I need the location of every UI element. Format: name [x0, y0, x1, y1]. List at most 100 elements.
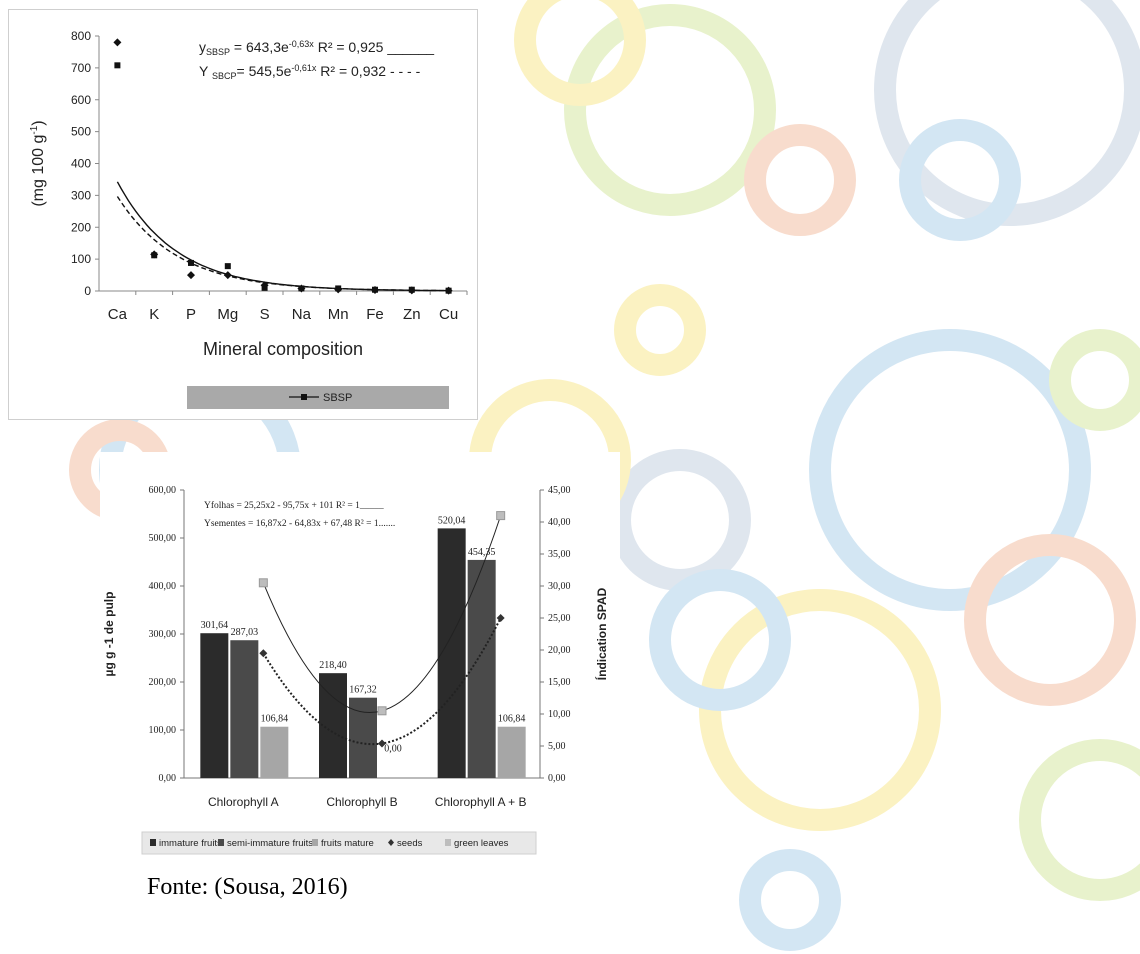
chart1-y-tick-label: 100 — [71, 252, 91, 266]
chart2-point-seeds — [259, 649, 268, 658]
chart1-y-tick-label: 400 — [71, 157, 91, 171]
chart1-trendline-dashed — [116, 196, 449, 292]
chart2-right-tick-label: 40,00 — [548, 517, 571, 528]
chart2-legend-swatch — [445, 839, 451, 846]
chart2-left-tick-label: 100,00 — [149, 725, 177, 736]
chart1-x-tick-label: Fe — [366, 306, 384, 323]
chart1-x-axis-label: Mineral composition — [203, 339, 363, 359]
chart1-y-tick-label: 600 — [71, 93, 91, 107]
chart1-equation: Y SBCP= 545,5e-0,61x R² = 0,932 - - - - — [199, 63, 421, 81]
chart1-point-square — [224, 263, 231, 270]
chart1-legend-marker — [301, 394, 307, 400]
chart2-bar-semi-immature-fruits — [349, 697, 377, 778]
chart1-point-diamond — [113, 38, 122, 47]
chart1-y-tick-label: 0 — [84, 284, 91, 298]
chart1-y-tick-label: 200 — [71, 220, 91, 234]
chart2-legend-label: seeds — [397, 838, 423, 849]
chart1-point-square — [261, 284, 268, 291]
chart2-data-label: 454,35 — [468, 547, 496, 558]
chart1-x-tick-label: Na — [292, 306, 312, 323]
chart2-equation: Ysementes = 16,87x2 - 64,83x + 67,48 R² … — [204, 519, 395, 529]
chart1-point-square — [445, 287, 452, 294]
chart2-right-axis-label: Índication SPAD — [594, 587, 609, 680]
chart2-x-tick-label: Chlorophyll A + B — [435, 795, 527, 809]
chart2-right-tick-label: 5,00 — [548, 741, 566, 752]
chart1-point-square — [335, 285, 342, 292]
chart2-point-green-leaves — [496, 511, 506, 521]
chart1-y-tick-label: 700 — [71, 61, 91, 75]
chart1-x-tick-label: K — [149, 306, 159, 323]
chart1-y-tick-label: 800 — [71, 29, 91, 43]
chart1-eq-mid: = 643,3e — [230, 39, 289, 55]
chart1-y-tick-label: 500 — [71, 125, 91, 139]
chart1-x-tick-label: S — [260, 306, 270, 323]
chart2-bar-fruits-mature — [497, 726, 526, 778]
chart1-x-tick-label: P — [186, 306, 196, 323]
chart2-right-tick-label: 45,00 — [548, 485, 571, 496]
chart2-legend-box — [141, 831, 537, 855]
chart2-legend-label: fruits mature — [321, 838, 374, 849]
chart2-data-label: 520,04 — [438, 515, 466, 526]
chart2-legend-swatch — [218, 839, 224, 846]
deco-ring-7 — [699, 589, 941, 831]
chart1-eq-sup: -0,61x — [291, 63, 317, 73]
chart2-data-label: 218,40 — [319, 660, 347, 671]
deco-ring-0 — [874, 0, 1140, 226]
chart2-point-green-leaves — [258, 578, 268, 588]
chart1-eq-sub: SBSP — [206, 47, 230, 57]
chart2-legend-swatch — [312, 839, 318, 846]
deco-ring-16 — [514, 0, 646, 106]
deco-ring-8 — [609, 449, 751, 591]
deco-ring-2 — [564, 4, 776, 216]
chart1-equation: ySBSP = 643,3e-0,63x R² = 0,925 ______ — [199, 39, 434, 57]
chart1-legend-label: SBSP — [323, 392, 352, 404]
deco-ring-4 — [614, 284, 706, 376]
deco-ring-5 — [1049, 329, 1140, 431]
chart2-legend-label: green leaves — [454, 838, 509, 849]
chart2-data-label: 0,00 — [384, 744, 402, 755]
chart2-right-tick-label: 15,00 — [548, 677, 571, 688]
chart2-right-tick-label: 35,00 — [548, 549, 571, 560]
chart2-left-tick-label: 0,00 — [159, 773, 177, 784]
chart2-bar-immature-fruits — [437, 528, 466, 778]
deco-ring-6 — [964, 534, 1136, 706]
chart1-point-diamond — [223, 271, 232, 280]
deco-ring-1 — [809, 329, 1091, 611]
chart1-point-square — [408, 286, 415, 293]
chart1-x-tick-label: Zn — [403, 306, 421, 323]
chart2-left-tick-label: 600,00 — [149, 485, 177, 496]
chart1-x-tick-label: Ca — [108, 306, 128, 323]
chart2-data-label: 106,84 — [261, 714, 289, 725]
chart1-point-square — [372, 286, 378, 293]
chart2-right-tick-label: 30,00 — [548, 581, 571, 592]
chart1-y-axis-label: (mg 100 g-1) — [29, 120, 47, 206]
chart1-eq-sub: SBCP — [212, 71, 237, 81]
chart1-point-square — [188, 259, 194, 266]
chart2-right-tick-label: 20,00 — [548, 645, 571, 656]
chart2-x-tick-label: Chlorophyll A — [208, 795, 279, 809]
chart2-bar-immature-fruits — [200, 633, 229, 778]
chart2-right-tick-label: 10,00 — [548, 709, 571, 720]
chart1-y-label-sup: -1 — [29, 125, 40, 134]
chart1-eq-sup: -0,63x — [289, 39, 315, 49]
chart2-bar-fruits-mature — [260, 726, 289, 778]
deco-ring-3 — [744, 124, 856, 236]
chart2-right-tick-label: 25,00 — [548, 613, 571, 624]
chart1-y-label-end: ) — [30, 120, 47, 125]
chart1-point-square — [298, 285, 305, 292]
chart2-data-label: 301,64 — [201, 620, 229, 631]
chart2-legend-label: immature fruits — [159, 838, 222, 849]
deco-ring-14 — [649, 569, 791, 711]
chart1-point-square — [151, 252, 158, 259]
deco-ring-10 — [1019, 739, 1140, 901]
deco-ring-9 — [739, 849, 841, 951]
chart1-point-square — [114, 62, 121, 69]
chart1-trendline-solid — [116, 181, 449, 292]
mineral-composition-chart: 0 100 200 300 400 500 600 700 800 Ca K P Mg S Na Mn Fe Zn… — [8, 9, 478, 420]
chart2-legend-label: semi-immature fruits — [227, 838, 313, 849]
chart1-svg: 0 100 200 300 400 500 600 700 800 Ca K P Mg S Na Mn Fe Zn… — [29, 29, 468, 409]
chlorophyll-chart: 0,00 100,00 200,00 300,00 400,00 500,00 600,00… — [100, 452, 620, 862]
chart2-point-seeds — [378, 739, 386, 748]
chart1-y-label-main: (mg 100 g — [30, 135, 47, 207]
chart2-legend-swatch — [150, 839, 156, 846]
